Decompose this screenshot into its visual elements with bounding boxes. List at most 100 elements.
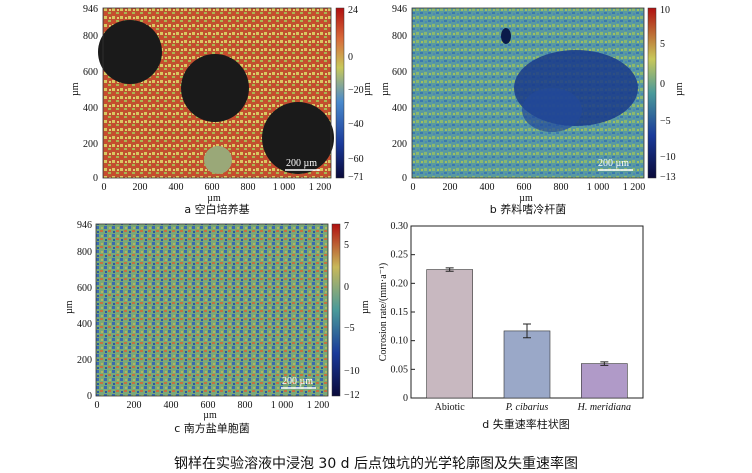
colorbar-ticks-c: 7 5 0 −5 −10 −12 bbox=[344, 221, 360, 401]
y-tick: 800 bbox=[77, 247, 92, 258]
y-tick: 0.15 bbox=[391, 307, 409, 318]
y-tick: 400 bbox=[392, 103, 407, 114]
colorbar-c bbox=[331, 223, 341, 397]
cbar-tick: −13 bbox=[660, 172, 676, 183]
x-tick: 1 000 bbox=[271, 400, 294, 411]
x-tick: 0 bbox=[102, 182, 107, 193]
y-tick: 946 bbox=[77, 220, 92, 231]
cbar-tick: 7 bbox=[344, 221, 349, 232]
cbar-tick: 5 bbox=[344, 240, 349, 251]
cbar-tick: −71 bbox=[348, 172, 364, 183]
y-ticks-d: 0 0.05 0.10 0.15 0.20 0.25 0.30 bbox=[391, 221, 415, 404]
x-ticks-a: 0 200 400 600 800 1 000 1 200 bbox=[102, 182, 332, 193]
caption-c: c 南方盐单胞菌 bbox=[174, 422, 250, 435]
caption-d: d 失重速率柱状图 bbox=[482, 418, 570, 431]
profile-map-b: 200 µm 946 800 600 400 200 0 µm 0 200 40… bbox=[380, 4, 685, 204]
y-tick: 0.10 bbox=[391, 336, 409, 347]
x-tick: 600 bbox=[201, 400, 216, 411]
x-tick: 800 bbox=[238, 400, 253, 411]
panel-b: 200 µm 946 800 600 400 200 0 µm 0 200 40… bbox=[376, 0, 752, 216]
y-tick: 400 bbox=[83, 103, 98, 114]
x-tick: 1 200 bbox=[309, 182, 332, 193]
panel-a: 200 µm 946 800 600 400 200 0 µm 0 200 40… bbox=[0, 0, 376, 216]
profile-map-c: 200 µm 946 800 600 400 200 0 µm 0 200 40… bbox=[64, 220, 371, 421]
y-tick: 800 bbox=[392, 31, 407, 42]
x-axis-label-a: µm bbox=[207, 193, 221, 204]
x-ticks-b: 0 200 400 600 800 1 000 1 200 bbox=[411, 182, 646, 193]
colorbar-label-a: µm bbox=[362, 82, 373, 96]
y-axis-label-a: µm bbox=[70, 82, 81, 96]
x-tick: Abiotic bbox=[435, 402, 466, 413]
y-ticks-c: 946 800 600 400 200 0 bbox=[77, 220, 92, 402]
x-tick: 400 bbox=[164, 400, 179, 411]
cbar-tick: −40 bbox=[348, 119, 364, 130]
y-tick: 0.20 bbox=[391, 278, 409, 289]
y-tick: 0 bbox=[402, 173, 407, 184]
panel-d: 0 0.05 0.10 0.15 0.20 0.25 0.30 Abiotic P. ciba… bbox=[376, 218, 752, 433]
y-tick: 0 bbox=[93, 173, 98, 184]
cbar-tick: 0 bbox=[660, 79, 665, 90]
x-tick: 600 bbox=[205, 182, 220, 193]
cbar-tick: −12 bbox=[344, 390, 360, 401]
colorbar-a bbox=[335, 7, 345, 179]
y-tick: 946 bbox=[392, 4, 407, 15]
bar bbox=[426, 269, 473, 399]
cbar-tick: −5 bbox=[660, 116, 671, 127]
y-tick: 200 bbox=[83, 139, 98, 150]
cbar-tick: 0 bbox=[344, 282, 349, 293]
scale-bar-label-c: 200 µm bbox=[282, 376, 313, 387]
y-tick: 600 bbox=[83, 67, 98, 78]
y-tick: 0 bbox=[403, 393, 408, 404]
x-ticks-c: 0 200 400 600 800 1 000 1 200 bbox=[95, 400, 330, 411]
x-ticks-d: Abiotic P. cibarius H. meridiana bbox=[435, 402, 631, 413]
x-tick: 800 bbox=[554, 182, 569, 193]
corrosion-rate-bar-chart: 0 0.05 0.10 0.15 0.20 0.25 0.30 Abiotic P. ciba… bbox=[378, 221, 644, 413]
cbar-tick: −10 bbox=[660, 152, 676, 163]
cbar-tick: −60 bbox=[348, 154, 364, 165]
colorbar-b bbox=[647, 7, 657, 179]
x-tick: 200 bbox=[443, 182, 458, 193]
x-tick: 400 bbox=[169, 182, 184, 193]
y-tick: 946 bbox=[83, 4, 98, 15]
error-bar bbox=[600, 361, 609, 366]
caption-b: b 养料嗜冷杆菌 bbox=[489, 203, 567, 216]
x-tick: 1 000 bbox=[273, 182, 296, 193]
cbar-tick: −5 bbox=[344, 323, 355, 334]
y-tick: 400 bbox=[77, 319, 92, 330]
y-axis-label-c: µm bbox=[64, 300, 75, 314]
colorbar-label-b: µm bbox=[674, 82, 685, 96]
y-ticks-b: 946 800 600 400 200 0 bbox=[392, 4, 407, 184]
colorbar-ticks-a: 24 0 −20 −40 −60 −71 bbox=[348, 5, 364, 183]
cbar-tick: −20 bbox=[348, 85, 364, 96]
bar bbox=[581, 363, 628, 399]
y-tick: 0.05 bbox=[391, 364, 409, 375]
y-axis-label-b: µm bbox=[380, 82, 391, 96]
y-tick: 800 bbox=[83, 31, 98, 42]
x-tick: 600 bbox=[517, 182, 532, 193]
x-tick: 1 000 bbox=[587, 182, 610, 193]
y-tick: 200 bbox=[392, 139, 407, 150]
x-tick: 0 bbox=[411, 182, 416, 193]
x-tick: P. cibarius bbox=[505, 402, 549, 413]
y-tick: 600 bbox=[392, 67, 407, 78]
colorbar-ticks-b: 10 5 0 −5 −10 −13 bbox=[660, 5, 676, 183]
cbar-tick: −10 bbox=[344, 366, 360, 377]
figure-caption: 钢样在实验溶液中浸泡 30 d 后点蚀坑的光学轮廓图及失重速率图 bbox=[173, 456, 579, 472]
y-tick: 0.30 bbox=[391, 221, 409, 232]
x-tick: 800 bbox=[241, 182, 256, 193]
cbar-tick: 24 bbox=[348, 5, 358, 16]
x-tick: 1 200 bbox=[307, 400, 330, 411]
x-tick: 200 bbox=[133, 182, 148, 193]
scale-bar-label-a: 200 µm bbox=[286, 158, 317, 169]
y-tick: 200 bbox=[77, 355, 92, 366]
cbar-tick: 5 bbox=[660, 39, 665, 50]
cbar-tick: 0 bbox=[348, 52, 353, 63]
colorbar-label-c: µm bbox=[360, 300, 371, 314]
profile-map-a: 200 µm 946 800 600 400 200 0 µm 0 200 40… bbox=[70, 4, 373, 204]
y-axis-label-d: Corrosion rate/(mm·a⁻¹) bbox=[378, 263, 389, 362]
cbar-tick: 10 bbox=[660, 5, 670, 16]
y-tick: 0.25 bbox=[391, 250, 409, 261]
scale-bar-label-b: 200 µm bbox=[598, 158, 629, 169]
y-tick: 600 bbox=[77, 283, 92, 294]
panel-c: 200 µm 946 800 600 400 200 0 µm 0 200 40… bbox=[0, 218, 376, 435]
